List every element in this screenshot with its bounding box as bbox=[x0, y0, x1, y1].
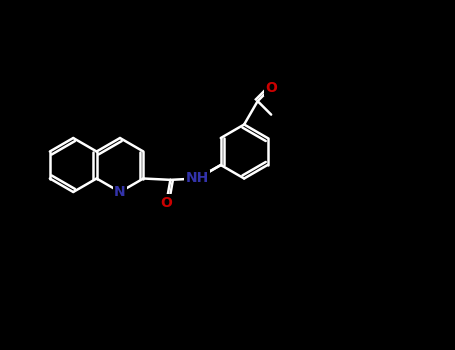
Text: O: O bbox=[265, 80, 277, 94]
Text: O: O bbox=[161, 196, 172, 210]
Text: N: N bbox=[114, 185, 126, 199]
Text: NH: NH bbox=[186, 172, 209, 186]
